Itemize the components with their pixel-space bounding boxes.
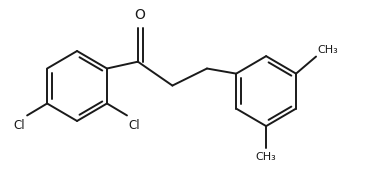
Text: O: O bbox=[135, 8, 146, 23]
Text: CH₃: CH₃ bbox=[317, 45, 338, 55]
Text: Cl: Cl bbox=[14, 119, 25, 132]
Text: CH₃: CH₃ bbox=[256, 152, 277, 162]
Text: Cl: Cl bbox=[129, 119, 141, 132]
